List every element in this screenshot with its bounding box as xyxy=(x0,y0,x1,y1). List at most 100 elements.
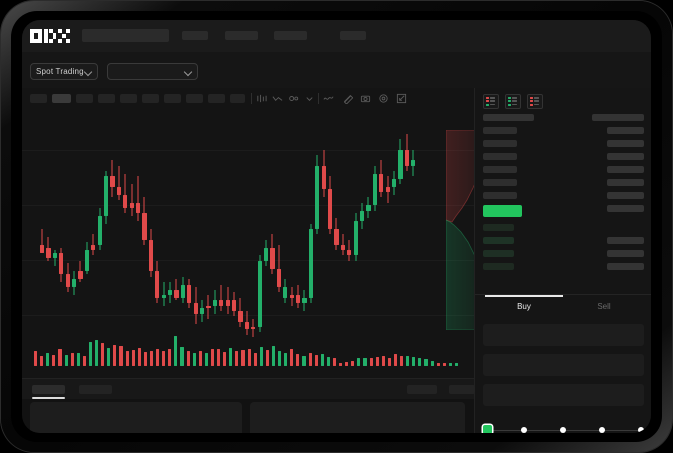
order-price-field[interactable] xyxy=(483,324,644,346)
nav-item-3[interactable] xyxy=(274,31,307,40)
timeframe-button-7[interactable] xyxy=(164,94,181,103)
volume-bar xyxy=(52,354,56,366)
slider-stop-100[interactable] xyxy=(638,426,644,433)
bid-row[interactable] xyxy=(483,224,514,231)
ask-row[interactable] xyxy=(483,127,517,134)
camera-icon[interactable] xyxy=(360,93,371,104)
nav-item-4[interactable] xyxy=(340,31,366,40)
volume-bar xyxy=(387,357,391,366)
chevron-down-icon[interactable] xyxy=(304,93,315,104)
app-screen: Spot Trading xyxy=(22,20,651,433)
ask-size xyxy=(607,166,644,173)
volume-bar xyxy=(119,345,123,366)
nav-item-2[interactable] xyxy=(225,31,258,40)
volume-bar xyxy=(241,349,245,366)
volume-chart xyxy=(22,332,474,366)
tab-buy[interactable]: Buy xyxy=(517,302,531,311)
timeframe-button-10[interactable] xyxy=(230,94,245,103)
slider-handle[interactable] xyxy=(483,425,492,433)
volume-bar xyxy=(204,353,208,366)
order-total-field[interactable] xyxy=(483,384,644,406)
volume-bar xyxy=(326,356,330,366)
market-depth-overlay xyxy=(446,130,474,330)
slider-stop-75[interactable] xyxy=(599,426,605,433)
bottom-tab-2[interactable] xyxy=(79,385,112,394)
orderbook-both-icon[interactable] xyxy=(483,94,499,109)
volume-bar xyxy=(436,362,440,366)
top-navigation-bar xyxy=(22,20,651,52)
ask-row[interactable] xyxy=(483,153,517,160)
timeframe-button-1[interactable] xyxy=(30,94,47,103)
volume-bar xyxy=(143,352,147,366)
bottom-panel-left[interactable] xyxy=(30,402,242,433)
orderbook-trade-panel: Buy Sell xyxy=(474,88,651,433)
current-price-row[interactable] xyxy=(483,205,522,217)
bottom-action-1[interactable] xyxy=(407,385,437,394)
ask-row[interactable] xyxy=(483,192,517,199)
timeframe-button-9[interactable] xyxy=(208,94,225,103)
orderbook-asks-icon[interactable] xyxy=(527,94,543,109)
slider-stop-25[interactable] xyxy=(521,426,527,433)
orderbook-rows[interactable] xyxy=(475,114,651,290)
bottom-action-2[interactable] xyxy=(449,385,475,394)
pair-select-dropdown[interactable] xyxy=(107,63,198,80)
chart-type-icon[interactable] xyxy=(272,93,283,104)
volume-bar xyxy=(454,363,459,366)
buy-sell-tabs: Buy Sell xyxy=(475,294,651,319)
volume-bar xyxy=(180,347,184,366)
volume-bar xyxy=(253,352,257,366)
line-chart-icon[interactable] xyxy=(323,93,334,104)
timeframe-button-4[interactable] xyxy=(98,94,115,103)
volume-bar xyxy=(247,348,251,366)
bid-row[interactable] xyxy=(483,263,514,270)
volume-bar xyxy=(381,355,385,366)
timeframe-button-5[interactable] xyxy=(120,94,137,103)
orderbook-view-toggles xyxy=(483,94,543,109)
percent-slider[interactable] xyxy=(483,425,644,433)
nav-item-1[interactable] xyxy=(182,31,208,40)
timeframe-button-3[interactable] xyxy=(76,94,93,103)
bottom-panel-right[interactable] xyxy=(250,402,465,433)
orderbook-bids-icon[interactable] xyxy=(505,94,521,109)
candles-icon[interactable] xyxy=(256,93,267,104)
volume-bar xyxy=(217,348,221,366)
volume-bar xyxy=(430,361,434,366)
volume-bar xyxy=(375,356,379,366)
trading-mode-dropdown[interactable]: Spot Trading xyxy=(30,63,98,80)
volume-bar xyxy=(168,348,172,366)
ask-size xyxy=(607,153,644,160)
volume-bar xyxy=(424,359,428,366)
trading-mode-label: Spot Trading xyxy=(36,67,84,76)
tab-sell[interactable]: Sell xyxy=(597,302,611,311)
timeframe-button-8[interactable] xyxy=(186,94,203,103)
volume-bar xyxy=(363,357,367,366)
timeframe-button-6[interactable] xyxy=(142,94,159,103)
bid-row[interactable] xyxy=(483,250,514,257)
settings-gear-icon[interactable] xyxy=(378,93,389,104)
volume-bar xyxy=(58,349,62,366)
ask-size xyxy=(607,192,644,199)
chevron-down-icon xyxy=(85,68,92,75)
timeframe-button-2[interactable] xyxy=(52,94,71,103)
volume-bar xyxy=(131,349,135,366)
candlestick-chart[interactable] xyxy=(22,110,474,378)
volume-bar xyxy=(418,358,422,366)
indicators-icon[interactable] xyxy=(288,93,299,104)
okx-logo-icon[interactable] xyxy=(30,29,72,43)
ask-row[interactable] xyxy=(483,140,517,147)
ask-size xyxy=(607,205,644,212)
order-amount-field[interactable] xyxy=(483,354,644,376)
slider-stop-50[interactable] xyxy=(560,426,566,433)
search-input[interactable] xyxy=(82,29,169,42)
bid-row[interactable] xyxy=(483,237,514,244)
bid-size xyxy=(607,237,644,244)
ruler-icon[interactable] xyxy=(342,93,353,104)
ask-row[interactable] xyxy=(483,179,517,186)
bottom-tab-1[interactable] xyxy=(32,385,65,394)
volume-bar xyxy=(393,354,398,366)
ask-row[interactable] xyxy=(483,166,517,173)
fullscreen-icon[interactable] xyxy=(396,93,407,104)
volume-bar xyxy=(95,340,99,366)
volume-bar xyxy=(265,349,269,366)
volume-bar xyxy=(302,355,306,366)
